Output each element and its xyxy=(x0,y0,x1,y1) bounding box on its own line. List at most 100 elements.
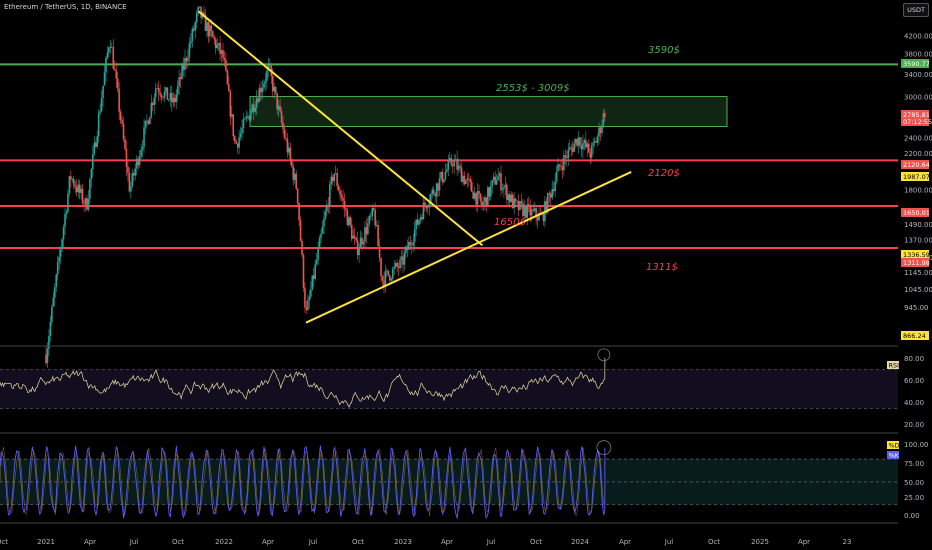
price-tick-945: 945.00 xyxy=(904,304,929,312)
candle-170 xyxy=(293,167,296,184)
candle-328 xyxy=(525,205,527,222)
candle-25 xyxy=(81,183,84,207)
candle-117 xyxy=(216,37,218,51)
candle-58 xyxy=(130,181,132,199)
candle-35 xyxy=(96,130,99,149)
candle-54 xyxy=(124,135,126,151)
candle-81 xyxy=(163,86,166,103)
svg-text:%K: %K xyxy=(889,452,900,460)
candle-314 xyxy=(504,176,507,196)
candle-363 xyxy=(576,138,578,148)
candle-190 xyxy=(323,209,325,235)
price-tick-1045: 1045.00 xyxy=(904,286,932,294)
candle-195 xyxy=(330,171,333,190)
candle-144 xyxy=(255,90,258,116)
candle-143 xyxy=(254,100,257,115)
candle-365 xyxy=(579,136,581,149)
candle-311 xyxy=(500,165,502,196)
candle-229 xyxy=(380,257,382,283)
candle-191 xyxy=(324,206,327,221)
candle-14 xyxy=(65,209,68,220)
candle-347 xyxy=(552,181,555,196)
candle-322 xyxy=(516,199,518,206)
candle-364 xyxy=(577,131,580,154)
candle-231 xyxy=(383,272,385,294)
badge-3590: 3590.77 xyxy=(901,59,930,68)
candle-52 xyxy=(121,115,123,127)
candle-277 xyxy=(450,153,453,168)
candle-243 xyxy=(400,249,403,269)
candle-132 xyxy=(238,129,240,155)
candle-275 xyxy=(447,154,450,177)
candle-146 xyxy=(258,83,261,102)
candle-175 xyxy=(301,238,303,258)
candle-358 xyxy=(568,139,571,151)
candle-216 xyxy=(361,232,363,252)
candle-307 xyxy=(494,171,496,186)
badge-1987: 1987.07 xyxy=(901,172,930,181)
time-tick-5: 2022 xyxy=(215,538,233,546)
candle-354 xyxy=(563,150,565,176)
candle-302 xyxy=(487,185,489,207)
candle-91 xyxy=(178,69,180,96)
candle-97 xyxy=(187,49,189,69)
candle-276 xyxy=(448,151,451,162)
currency-button[interactable]: USDT xyxy=(903,3,929,17)
price-tick-3000: 3000.00 xyxy=(904,94,932,102)
candle-22 xyxy=(77,178,79,198)
svg-text:1650.01: 1650.01 xyxy=(903,209,930,217)
candle-137 xyxy=(245,110,248,123)
candle-254 xyxy=(416,213,419,226)
candle-109 xyxy=(204,8,207,32)
candle-27 xyxy=(84,197,87,212)
candle-288 xyxy=(466,173,469,188)
stoch-tick-0: 0.00 xyxy=(904,512,920,520)
candle-30 xyxy=(89,177,91,204)
candle-187 xyxy=(318,235,321,248)
candle-266 xyxy=(434,191,436,203)
candle-237 xyxy=(391,266,394,282)
candle-110 xyxy=(206,16,208,38)
candle-166 xyxy=(288,142,290,156)
candle-269 xyxy=(438,172,441,196)
candle-38 xyxy=(100,90,103,113)
candle-189 xyxy=(321,220,324,234)
candle-173 xyxy=(298,202,300,227)
candle-169 xyxy=(292,163,295,186)
candle-7 xyxy=(55,273,58,292)
candle-147 xyxy=(260,80,262,100)
stoch-band xyxy=(0,459,898,505)
candle-278 xyxy=(451,160,454,174)
candle-367 xyxy=(582,134,584,159)
candle-377 xyxy=(596,133,599,147)
candle-112 xyxy=(209,20,211,42)
candle-133 xyxy=(239,126,242,141)
candle-76 xyxy=(156,84,158,90)
price-tick-2400: 2400.00 xyxy=(904,134,932,142)
badge-1650: 1650.01 xyxy=(901,208,930,217)
candle-294 xyxy=(475,192,477,212)
candle-65 xyxy=(140,144,142,161)
candle-73 xyxy=(152,101,154,112)
candle-40 xyxy=(103,64,106,86)
candle-203 xyxy=(342,189,344,210)
candle-262 xyxy=(428,194,431,216)
time-tick-14: Apr xyxy=(619,538,631,546)
candle-135 xyxy=(242,112,245,134)
candle-148 xyxy=(261,79,264,100)
candle-324 xyxy=(519,200,521,212)
rsi-label-badge: RSI xyxy=(887,361,899,370)
rsi-tick-40: 40.00 xyxy=(904,399,924,407)
candle-279 xyxy=(453,154,455,174)
candle-163 xyxy=(283,124,286,141)
time-tick-1: 2021 xyxy=(37,538,55,546)
candle-10 xyxy=(59,246,62,265)
annotation-2120: 2120$ xyxy=(648,168,680,179)
candle-251 xyxy=(412,233,415,252)
candle-292 xyxy=(472,190,474,200)
candle-303 xyxy=(488,186,491,201)
candle-145 xyxy=(257,89,259,104)
time-axis-layer: Oct 2021 Apr Jul Oct 2022 Apr Jul Oct 2023 Apr Jul O… xyxy=(0,538,851,546)
candle-305 xyxy=(491,179,494,194)
